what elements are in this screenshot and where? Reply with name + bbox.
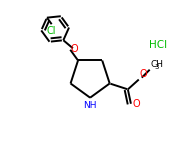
Text: O: O (140, 69, 147, 79)
Text: O: O (71, 44, 79, 54)
Text: CH: CH (151, 60, 163, 69)
Text: Cl: Cl (46, 26, 56, 36)
Text: 3: 3 (154, 64, 159, 70)
Text: NH: NH (83, 101, 97, 110)
Text: HCl: HCl (149, 40, 167, 50)
Text: O: O (132, 100, 140, 109)
